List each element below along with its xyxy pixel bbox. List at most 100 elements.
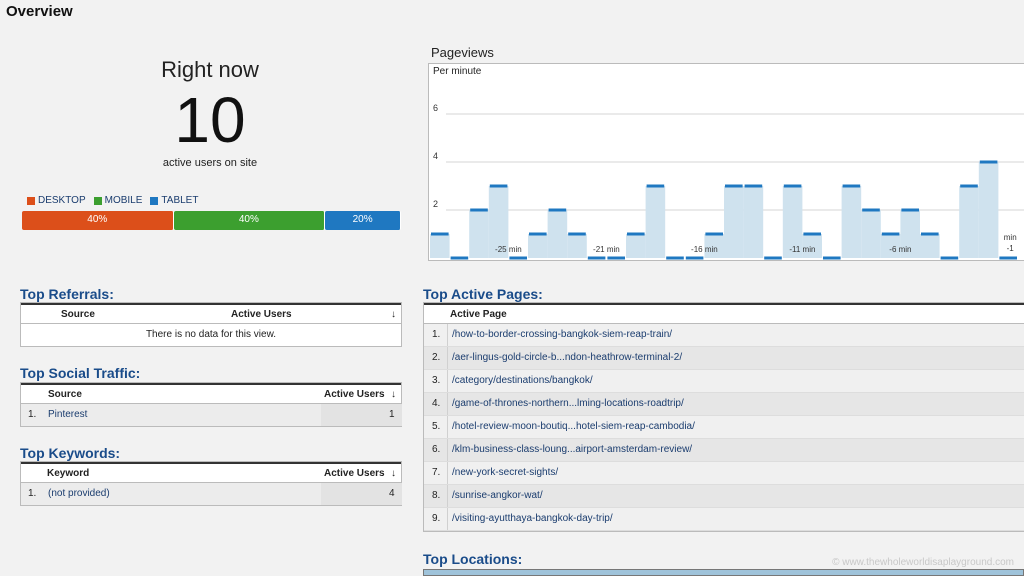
active-page-link[interactable]: /sunrise-angkor-wat/ (452, 490, 543, 501)
pageviews-bar (645, 186, 666, 258)
x-tick-label: -25 min (495, 245, 522, 254)
active-users-count: 10 (174, 84, 246, 156)
column-keyword[interactable]: Keyword (47, 468, 90, 479)
top-social-title: Top Social Traffic: (20, 365, 141, 381)
pageviews-bar (802, 234, 822, 258)
column-divider (447, 393, 448, 415)
legend-mobile: MOBILE (93, 195, 143, 206)
pageviews-chart: 2 4 6 -25 min -21 min -16 min -11 min -6 min min… (430, 103, 1024, 260)
x-tick-label: -6 min (889, 245, 911, 254)
legend-desktop: DESKTOP (27, 195, 86, 206)
tablet-segment[interactable]: 20% (325, 211, 401, 230)
row-number: 1. (432, 329, 441, 340)
row-number: 1. (28, 409, 37, 420)
pageviews-bar (704, 234, 724, 258)
top-locations-title: Top Locations: (423, 551, 523, 567)
pageviews-bar (959, 186, 979, 258)
active-page-link[interactable]: /klm-business-class-loung...airport-amst… (452, 444, 693, 455)
column-active-users[interactable]: Active Users (324, 389, 385, 400)
pageviews-bar (430, 234, 450, 258)
top-referrals-title: Top Referrals: (20, 286, 114, 302)
row-number: 1. (28, 488, 37, 499)
active-page-link[interactable]: /category/destinations/bangkok/ (452, 375, 593, 386)
column-source[interactable]: Source (61, 309, 95, 320)
device-legend: DESKTOP MOBILE TABLET (27, 195, 198, 206)
source-link[interactable]: Pinterest (48, 409, 88, 420)
table-row[interactable]: 2. /aer-lingus-gold-circle-b...ndon-heath… (424, 347, 1024, 370)
pageviews-bar (861, 210, 881, 258)
table-row[interactable]: 1. /how-to-border-crossing-bangkok-siem-r… (424, 324, 1024, 347)
empty-row: There is no data for this view. (21, 324, 401, 346)
right-now-title: Right now (161, 57, 259, 82)
tablet-swatch (150, 196, 159, 205)
pageviews-bar (743, 186, 764, 258)
table-header: Keyword Active Users ↓ (21, 462, 401, 483)
legend-label: MOBILE (104, 195, 143, 206)
page-title: Overview (6, 3, 73, 20)
y-tick-label: 6 (433, 103, 438, 113)
table-header: Active Page (424, 303, 1024, 324)
row-number: 2. (432, 352, 441, 363)
column-divider (447, 370, 448, 392)
pageviews-bar (724, 186, 744, 258)
active-page-link[interactable]: /new-york-secret-sights/ (452, 467, 559, 478)
locations-map-strip (423, 569, 1024, 576)
social-table: Source Active Users ↓ 1. Pinterest 1 (20, 382, 402, 427)
legend-label: TABLET (161, 195, 199, 206)
watermark: © www.thewholeworldisaplayground.com (832, 557, 1014, 568)
table-row[interactable]: 3. /category/destinations/bangkok/ (424, 370, 1024, 393)
column-divider (447, 462, 448, 484)
mobile-swatch (93, 196, 102, 205)
column-divider (447, 439, 448, 461)
column-divider (447, 324, 448, 346)
active-page-link[interactable]: /hotel-review-moon-boutiq...hotel-siem-r… (452, 421, 695, 432)
desktop-segment[interactable]: 40% (22, 211, 174, 230)
table-header: Source Active Users ↓ (21, 303, 401, 324)
column-active-page[interactable]: Active Page (450, 309, 507, 320)
active-page-link[interactable]: /how-to-border-crossing-bangkok-siem-rea… (452, 329, 673, 340)
sort-arrow-icon[interactable]: ↓ (391, 309, 396, 320)
x-tick-label: -16 min (691, 245, 718, 254)
table-row[interactable]: 4. /game-of-thrones-northern...lming-loca… (424, 393, 1024, 416)
x-tick-label: -11 min (789, 245, 815, 254)
table-row[interactable]: 7. /new-york-secret-sights/ (424, 462, 1024, 485)
legend-tablet: TABLET (150, 195, 198, 206)
sort-arrow-icon[interactable]: ↓ (391, 468, 396, 479)
y-tick-label: 2 (433, 199, 438, 209)
pageviews-bar (469, 210, 489, 258)
pageviews-bar (880, 234, 901, 258)
active-page-link[interactable]: /game-of-thrones-northern...lming-locati… (452, 398, 684, 409)
referrals-table: Source Active Users ↓ There is no data f… (20, 302, 402, 347)
x-tick-label: -21 min (593, 245, 620, 254)
empty-message: There is no data for this view. (145, 329, 277, 340)
active-page-link[interactable]: /visiting-ayutthaya-bangkok-day-trip/ (452, 513, 613, 524)
pageviews-bar (567, 234, 587, 258)
column-active-users[interactable]: Active Users (324, 468, 385, 479)
keywords-table: Keyword Active Users ↓ 1. (not provided)… (20, 461, 402, 506)
top-keywords-title: Top Keywords: (20, 445, 121, 461)
table-row[interactable]: 1. Pinterest 1 (21, 404, 402, 426)
top-active-pages-title: Top Active Pages: (423, 286, 543, 302)
keyword-link[interactable]: (not provided) (48, 488, 110, 499)
pageviews-bar (626, 234, 646, 258)
table-row[interactable]: 8. /sunrise-angkor-wat/ (424, 485, 1024, 508)
pageviews-bar (547, 210, 568, 258)
column-divider (447, 485, 448, 507)
column-source[interactable]: Source (48, 389, 82, 400)
mobile-segment[interactable]: 40% (173, 211, 326, 230)
pageviews-bar (920, 234, 940, 258)
legend-label: DESKTOP (38, 195, 86, 206)
row-number: 8. (432, 490, 441, 501)
column-active-users[interactable]: Active Users (231, 309, 292, 320)
sort-arrow-icon[interactable]: ↓ (391, 389, 396, 400)
active-page-link[interactable]: /aer-lingus-gold-circle-b...ndon-heathro… (452, 352, 683, 363)
x-tick-label: min (1004, 233, 1017, 242)
table-row[interactable]: 9. /visiting-ayutthaya-bangkok-day-trip/ (424, 508, 1024, 531)
table-row[interactable]: 1. (not provided) 4 (21, 483, 402, 505)
table-row[interactable]: 6. /klm-business-class-loung...airport-am… (424, 439, 1024, 462)
table-row[interactable]: 5. /hotel-review-moon-boutiq...hotel-siem… (424, 416, 1024, 439)
pageviews-title: Pageviews (431, 45, 494, 60)
row-number: 6. (432, 444, 441, 455)
row-number: 9. (432, 513, 441, 524)
value-cell (321, 483, 402, 505)
